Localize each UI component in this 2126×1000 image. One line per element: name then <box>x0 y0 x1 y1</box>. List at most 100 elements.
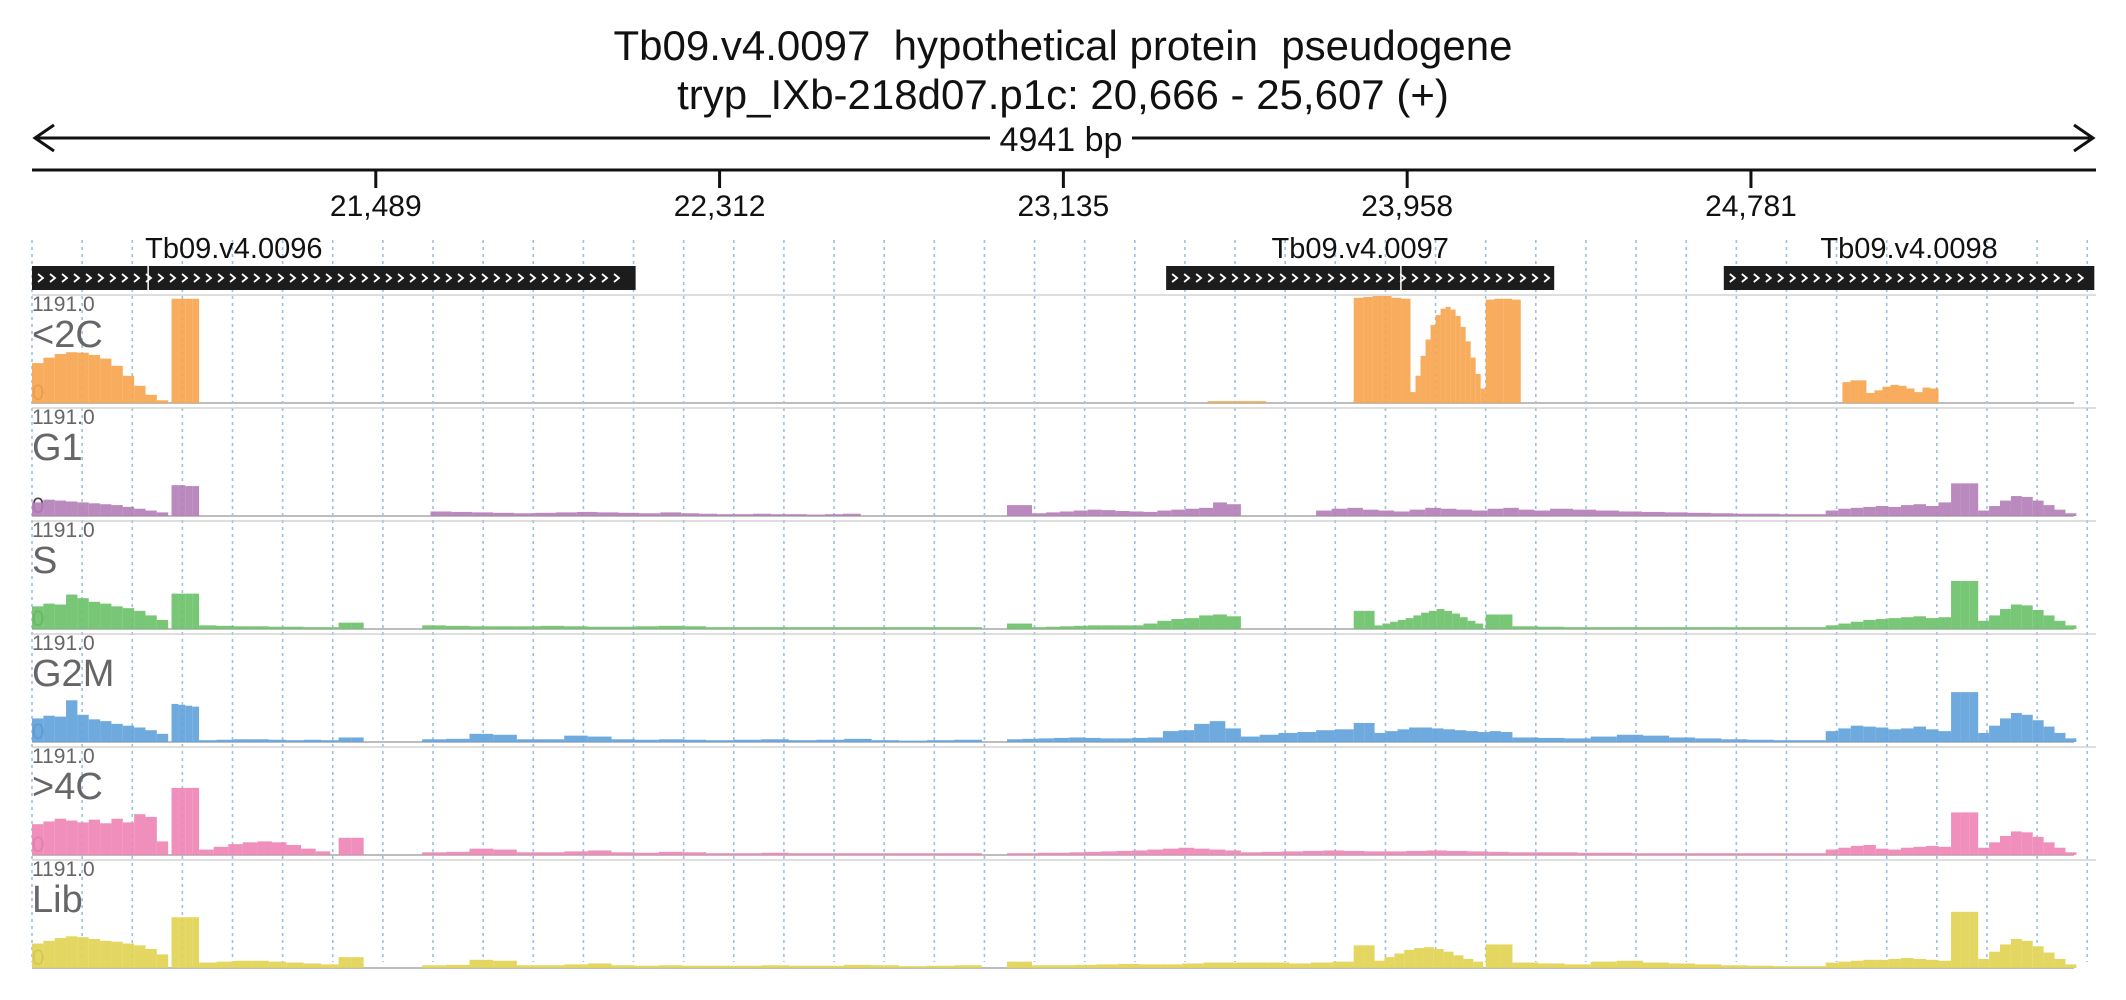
gene-strand-arrow <box>1183 273 1191 283</box>
coverage-bar-2-7-3 <box>1073 625 1088 629</box>
gene-strand-arrow <box>1279 273 1287 283</box>
coverage-bar-2-9-2 <box>1390 621 1398 629</box>
gene-label-2: Tb09.v4.0098 <box>1820 233 1997 265</box>
gene-strand-arrow <box>217 273 225 283</box>
coverage-bar-1-3-4 <box>753 513 771 516</box>
coverage-bar-1-3-3 <box>735 514 754 516</box>
coverage-bar-3-5-4 <box>816 739 845 742</box>
coverage-bar-5-5-4 <box>816 965 845 968</box>
coverage-bar-3-11-6 <box>1900 728 1914 742</box>
gene-strand-arrow <box>1411 273 1419 283</box>
coverage-bar-3-12-0 <box>1951 692 1961 742</box>
coverage-bar-3-11-9 <box>1938 731 1952 742</box>
coverage-bar-1-5-6 <box>1115 511 1130 516</box>
gene-strand-arrow <box>1435 273 1443 283</box>
coverage-bar-3-9-7 <box>1454 730 1467 742</box>
coverage-bar-0-0-8 <box>122 375 135 403</box>
gene-label-1: Tb09.v4.0097 <box>1271 233 1448 265</box>
gene-strand-arrow <box>1969 273 1977 283</box>
coverage-bar-5-14-2 <box>2000 944 2011 968</box>
coverage-bar-1-6-1 <box>1331 508 1348 516</box>
coverage-bar-2-0-10 <box>145 615 157 629</box>
coverage-bar-4-1-2 <box>185 787 193 855</box>
coverage-bar-4-1-1 <box>178 787 186 855</box>
coverage-bar-5-2-1 <box>216 961 234 968</box>
coverage-bar-3-6-12 <box>1194 723 1210 742</box>
coverage-bar-3-4-6 <box>564 735 588 742</box>
coverage-bar-2-9-12 <box>1467 620 1476 629</box>
coverage-bar-4-1-0 <box>171 787 179 855</box>
coverage-bar-1-10-5 <box>2032 500 2044 516</box>
coverage-bar-2-14-2 <box>2000 609 2011 629</box>
coverage-bar-2-5-7 <box>899 627 927 629</box>
coverage-bar-1-1-3 <box>192 486 200 516</box>
coverage-bar-0-3-1 <box>1415 375 1421 403</box>
coverage-bar-5-10-1 <box>1499 944 1513 968</box>
coverage-bar-3-0-1 <box>43 715 55 742</box>
coverage-bar-0-3-6 <box>1440 308 1446 403</box>
coverage-bar-0-3-9 <box>1455 315 1461 403</box>
coverage-bar-1-6-13 <box>1518 509 1535 516</box>
coverage-bar-1-5-8 <box>1143 511 1158 516</box>
coverage-bar-1-7-3 <box>1618 511 1642 516</box>
coverage-bar-0-0-2 <box>54 354 67 403</box>
coverage-bar-3-13-7 <box>2054 732 2066 742</box>
coverage-bar-3-7-1 <box>1259 734 1279 742</box>
coverage-bar-4-10-0 <box>1951 812 1961 855</box>
coverage-bar-5-2-5 <box>286 962 304 968</box>
coverage-bar-5-2-4 <box>268 961 287 968</box>
coverage-bar-5-7-3 <box>1096 964 1118 968</box>
coverage-bar-2-11-5 <box>1642 627 1670 629</box>
coverage-bar-2-2-1 <box>216 625 234 629</box>
coverage-bar-0-3-12 <box>1470 357 1476 403</box>
coverage-bar-4-6-9 <box>1147 849 1163 855</box>
coverage-bar-1-10-7 <box>2054 509 2066 516</box>
coverage-bar-1-5-4 <box>1087 509 1102 516</box>
gene-strand-arrow <box>1543 273 1551 283</box>
coverage-bar-5-11-5 <box>1642 962 1670 968</box>
coverage-bar-4-8-3 <box>1632 853 1661 855</box>
gene-strand-arrow <box>349 273 357 283</box>
coverage-bar-5-7-8 <box>1203 962 1226 968</box>
coverage-bar-2-4-5 <box>540 625 565 629</box>
gene-strand-arrow <box>169 273 177 283</box>
coverage-bar-2-7-5 <box>1101 625 1116 629</box>
coverage-bar-0-2-3 <box>1382 295 1392 403</box>
gene-strand-arrow <box>1243 273 1251 283</box>
gene-strand-arrow <box>313 273 321 283</box>
coverage-bar-5-7-12 <box>1289 963 1311 968</box>
coverage-bar-5-5-2 <box>761 965 789 968</box>
coverage-bar-3-6-10 <box>1162 731 1179 742</box>
coverage-bar-1-2-3 <box>493 512 515 516</box>
coverage-bar-4-7-0 <box>1240 852 1262 855</box>
coverage-bar-5-11-9 <box>1747 965 1774 968</box>
gene-strand-arrow <box>157 273 165 283</box>
coverage-bar-2-4-3 <box>493 626 517 629</box>
coverage-bar-4-2-0 <box>199 849 214 855</box>
tick-label-4: 24,781 <box>1705 190 1797 223</box>
coverage-bar-4-8-7 <box>1743 853 1771 855</box>
coverage-bar-2-10-1 <box>1499 614 1513 629</box>
coverage-bar-0-6-11 <box>1930 388 1939 403</box>
coverage-bar-5-9-5 <box>1423 947 1434 968</box>
coverage-bar-3-0-10 <box>145 730 157 742</box>
coverage-bar-4-5-1 <box>733 853 762 855</box>
coverage-bar-4-7-6 <box>1364 851 1386 855</box>
coverage-bar-4-5-0 <box>706 853 734 855</box>
coverage-bar-1-0-11 <box>156 512 169 516</box>
coverage-bar-5-4-0 <box>422 965 446 968</box>
coverage-bar-4-7-3 <box>1302 850 1324 855</box>
coverage-bar-5-2-3 <box>251 960 269 968</box>
coverage-bar-0-5-1 <box>1222 401 1237 403</box>
coverage-bar-2-5-9 <box>954 627 982 629</box>
coverage-bar-0-3-14 <box>1480 388 1486 403</box>
coverage-bar-3-7-3 <box>1297 732 1317 742</box>
coverage-bar-1-1-1 <box>178 485 186 516</box>
coverage-bar-3-10-0 <box>1512 737 1539 742</box>
coverage-bar-4-7-13 <box>1508 852 1530 855</box>
coverage-bar-4-7-10 <box>1446 850 1468 855</box>
coverage-bar-5-12-3 <box>1863 959 1876 968</box>
gene-strand-arrow <box>1495 273 1503 283</box>
gene-strand-arrow <box>1219 273 1227 283</box>
